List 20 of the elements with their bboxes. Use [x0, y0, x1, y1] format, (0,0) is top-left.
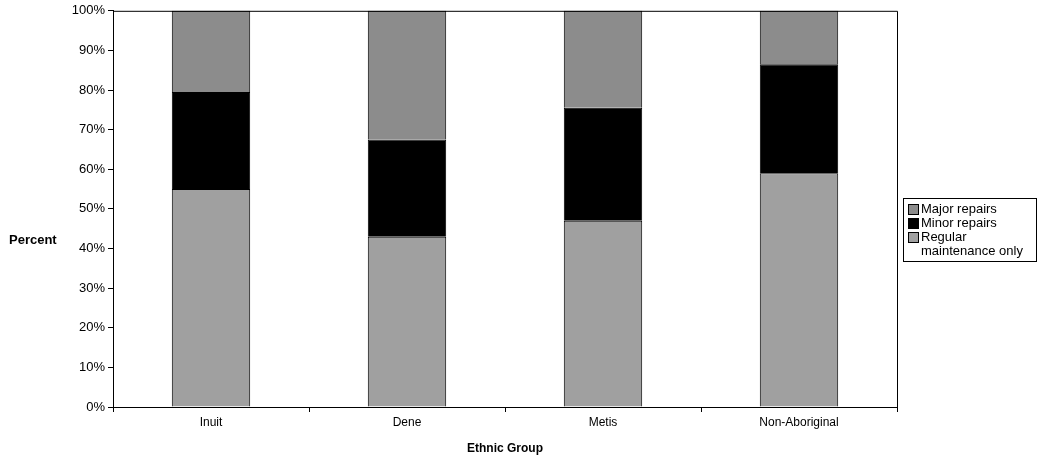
y-tick-label: 0%: [86, 398, 106, 414]
y-axis-title: Percent: [9, 232, 57, 247]
x-tick-label: Non-Aboriginal: [759, 414, 839, 429]
y-tick-label: 10%: [78, 358, 106, 374]
legend-label: Regular maintenance only: [921, 229, 1024, 258]
y-tick-label: 90%: [78, 42, 106, 57]
y-tick-label: 80%: [78, 81, 106, 97]
y-tick-label: 60%: [78, 160, 106, 176]
y-tick-label: 70%: [78, 121, 106, 137]
y-tick-label: 40%: [78, 240, 106, 256]
y-tick-label: 20%: [78, 319, 106, 335]
y-tick-label: 30%: [78, 279, 106, 295]
legend-label: Minor repairs: [921, 215, 997, 230]
x-tick-label: Metis: [588, 414, 618, 429]
legend-label: Major repairs: [921, 201, 997, 216]
x-tick-label: Dene: [392, 414, 422, 429]
x-axis-title: Ethnic Group: [467, 441, 543, 456]
y-tick-label: 50%: [78, 200, 106, 216]
y-tick-label: 100%: [71, 2, 106, 18]
x-tick-label: Inuit: [199, 414, 223, 429]
